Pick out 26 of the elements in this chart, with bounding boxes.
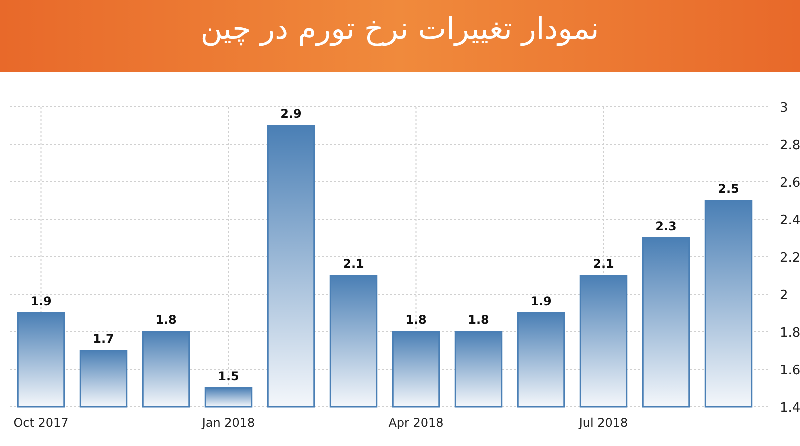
data-label: 2.3 [656,219,677,234]
y-tick-label: 1.6 [780,364,800,378]
x-tick-label: Oct 2017 [14,416,69,430]
y-tick-label: 2.4 [780,214,800,228]
data-label: 1.8 [468,313,490,327]
x-tick-label: Apr 2018 [388,416,444,430]
y-tick-label: 2 [780,288,788,304]
y-tick-label: 2.6 [780,176,800,191]
data-label: 2.5 [718,182,740,196]
data-label: 2.9 [280,106,302,121]
chart-title: نمودار تغییرات نرخ تورم در چین [200,12,600,47]
data-label: 1.8 [156,313,177,327]
data-label: 2.1 [593,256,614,271]
x-tick-label: Jul 2018 [578,416,628,430]
data-label: 1.9 [530,294,552,308]
x-tick-label: Jan 2018 [201,416,256,430]
data-label: 1.5 [218,369,240,384]
data-label: 1.7 [93,332,114,346]
y-tick-label: 2.8 [780,138,800,154]
y-tick-label: 3 [780,101,788,116]
data-label: 2.1 [343,256,364,271]
data-label: 1.8 [406,313,427,327]
y-tick-label: 1.8 [780,326,800,341]
y-tick-label: 1.4 [780,401,800,416]
y-tick-label: 2.2 [780,251,800,266]
data-label: 1.9 [30,294,52,308]
